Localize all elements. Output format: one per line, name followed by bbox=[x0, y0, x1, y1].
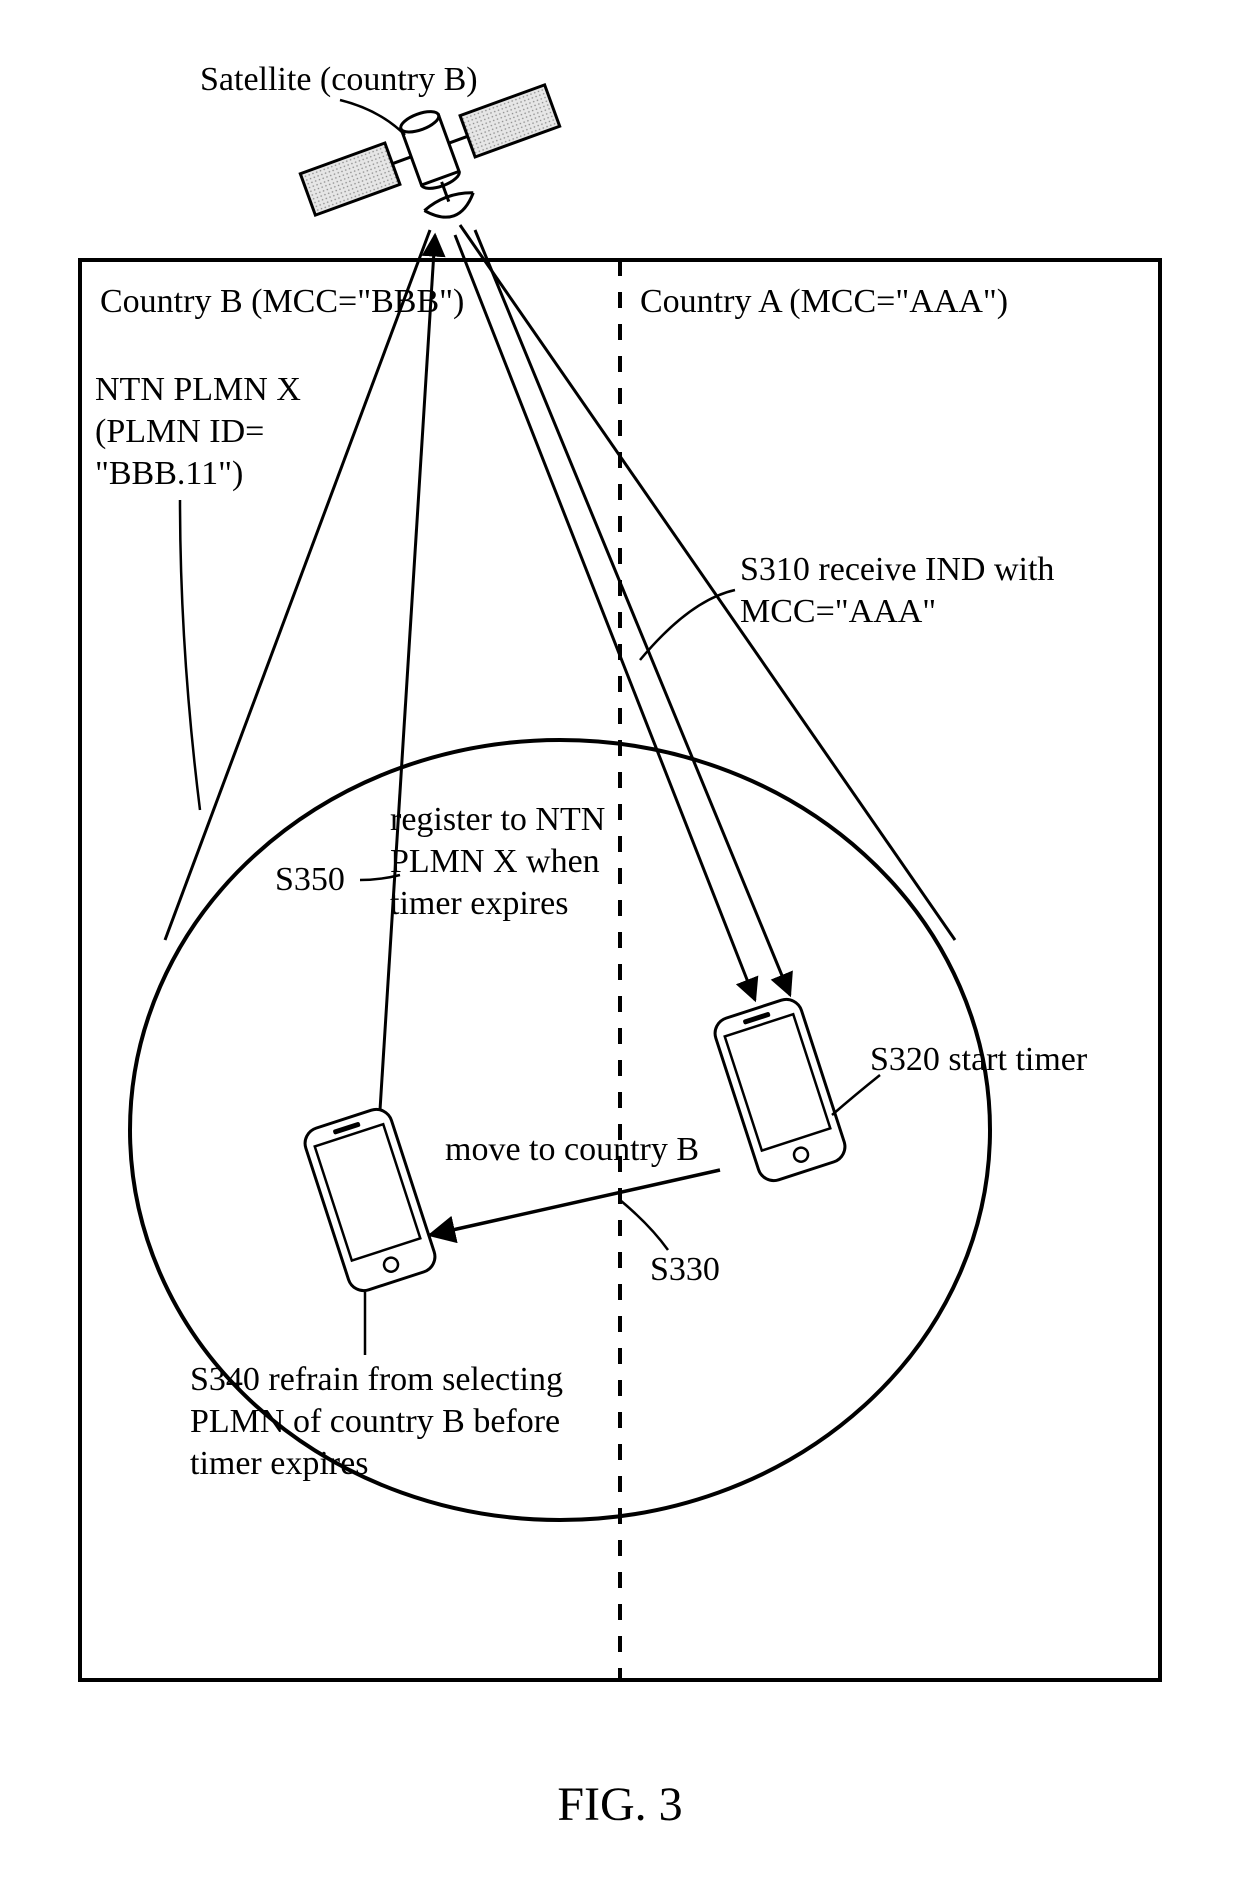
country-a-title: Country A (MCC="AAA") bbox=[640, 283, 1008, 320]
move-arrow bbox=[430, 1170, 720, 1235]
uplink-arrow bbox=[380, 235, 435, 1110]
s330-leader bbox=[620, 1200, 668, 1250]
diagram-canvas: Country B (MCC="BBB") Country A (MCC="AA… bbox=[0, 0, 1240, 1891]
svg-text:S340 refrain from selecting: S340 refrain from selecting bbox=[190, 1361, 563, 1398]
svg-text:NTN PLMN X: NTN PLMN X bbox=[95, 371, 301, 408]
figure-caption: FIG. 3 bbox=[557, 1778, 682, 1831]
s330-label: S330 bbox=[650, 1251, 720, 1288]
svg-text:PLMN of country B before: PLMN of country B before bbox=[190, 1403, 560, 1440]
phone-b-icon bbox=[301, 1105, 439, 1294]
s310-label: S310 receive IND with MCC="AAA" bbox=[740, 551, 1054, 630]
svg-text:(PLMN ID=: (PLMN ID= bbox=[95, 413, 264, 450]
satellite-leader bbox=[340, 100, 405, 135]
satellite-icon bbox=[295, 70, 576, 260]
s350-label: S350 bbox=[275, 861, 345, 898]
svg-text:"BBB.11"): "BBB.11") bbox=[95, 455, 243, 492]
s320-label: S320 start timer bbox=[870, 1041, 1088, 1078]
satellite-label: Satellite (country B) bbox=[200, 61, 478, 98]
svg-text:timer expires: timer expires bbox=[190, 1445, 368, 1482]
move-label: move to country B bbox=[445, 1131, 699, 1168]
s350-text: register to NTN PLMN X when timer expire… bbox=[390, 801, 605, 922]
phone-a-icon bbox=[711, 995, 849, 1184]
svg-text:MCC="AAA": MCC="AAA" bbox=[740, 593, 936, 630]
s320-leader bbox=[832, 1075, 880, 1115]
svg-text:S310 receive IND with: S310 receive IND with bbox=[740, 551, 1054, 588]
svg-text:register to NTN: register to NTN bbox=[390, 801, 605, 838]
ntn-plmn-leader bbox=[180, 500, 200, 810]
s340-label: S340 refrain from selecting PLMN of coun… bbox=[190, 1361, 563, 1482]
svg-text:PLMN X when: PLMN X when bbox=[390, 843, 600, 880]
ntn-plmn-label: NTN PLMN X (PLMN ID= "BBB.11") bbox=[95, 371, 301, 492]
svg-text:timer expires: timer expires bbox=[390, 885, 568, 922]
